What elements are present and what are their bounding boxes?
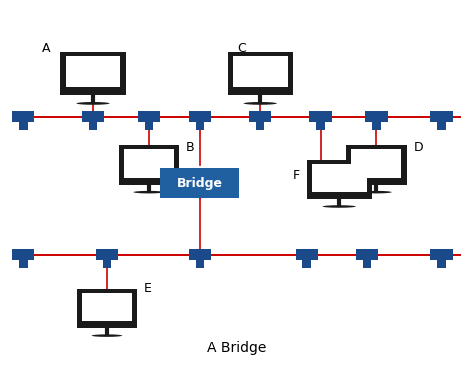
- Text: C: C: [237, 42, 246, 55]
- Text: Bridge: Bridge: [177, 176, 223, 190]
- Bar: [96, 249, 118, 260]
- Bar: [103, 260, 111, 268]
- Ellipse shape: [133, 191, 164, 193]
- Text: E: E: [144, 282, 152, 295]
- Bar: [351, 149, 401, 179]
- Text: A: A: [42, 42, 50, 55]
- Bar: [137, 111, 160, 122]
- Bar: [256, 122, 264, 130]
- Bar: [430, 249, 453, 260]
- Bar: [19, 260, 27, 268]
- Bar: [346, 178, 407, 185]
- Bar: [295, 249, 318, 260]
- Ellipse shape: [244, 102, 277, 105]
- Bar: [372, 122, 381, 130]
- Ellipse shape: [76, 102, 109, 105]
- Bar: [228, 52, 293, 95]
- Bar: [317, 122, 325, 130]
- Bar: [346, 145, 407, 185]
- Bar: [145, 122, 153, 130]
- Ellipse shape: [91, 335, 122, 337]
- Bar: [82, 293, 132, 322]
- Bar: [363, 260, 371, 268]
- Text: F: F: [293, 169, 300, 182]
- Bar: [12, 249, 35, 260]
- Bar: [437, 122, 446, 130]
- Text: D: D: [413, 141, 423, 154]
- Bar: [307, 192, 372, 199]
- Text: A Bridge: A Bridge: [207, 341, 267, 355]
- Ellipse shape: [323, 205, 356, 208]
- Text: B: B: [186, 141, 194, 154]
- Bar: [118, 145, 179, 185]
- Bar: [12, 111, 35, 122]
- Bar: [249, 111, 272, 122]
- Bar: [61, 52, 126, 95]
- Bar: [89, 122, 97, 130]
- Bar: [82, 111, 104, 122]
- Bar: [124, 149, 174, 179]
- Bar: [118, 178, 179, 185]
- Bar: [61, 87, 126, 95]
- Bar: [196, 122, 204, 130]
- Ellipse shape: [361, 191, 392, 193]
- Bar: [307, 160, 372, 199]
- FancyBboxPatch shape: [160, 168, 239, 198]
- Bar: [65, 56, 120, 89]
- Bar: [430, 111, 453, 122]
- Bar: [228, 87, 293, 95]
- Bar: [310, 111, 332, 122]
- Bar: [77, 321, 137, 328]
- Bar: [196, 260, 204, 268]
- Bar: [189, 249, 211, 260]
- Bar: [233, 56, 288, 89]
- Bar: [312, 164, 366, 193]
- Bar: [189, 111, 211, 122]
- Bar: [77, 289, 137, 328]
- Bar: [365, 111, 388, 122]
- Bar: [302, 260, 311, 268]
- Bar: [19, 122, 27, 130]
- Bar: [356, 249, 378, 260]
- Bar: [437, 260, 446, 268]
